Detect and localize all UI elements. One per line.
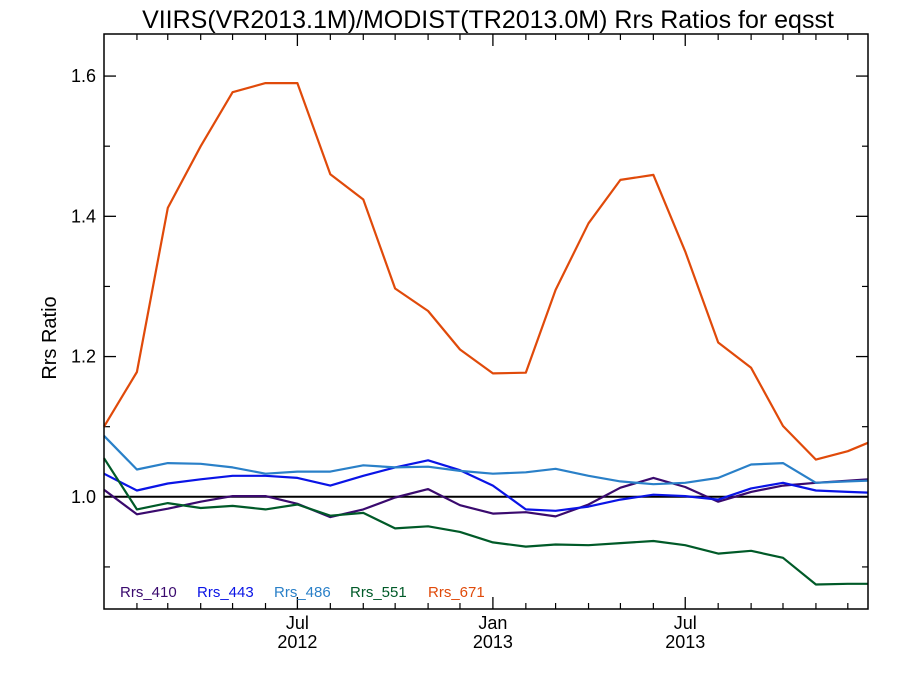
legend-entry-rrs-551: Rrs_551	[350, 584, 407, 601]
plot-frame	[103, 33, 869, 610]
x-tick-label: 2012	[277, 632, 317, 652]
y-tick-label: 1.6	[71, 66, 96, 86]
y-axis-label: Rrs Ratio	[39, 296, 61, 379]
axis-ticks	[104, 34, 868, 609]
chart-title: VIIRS(VR2013.1M)/MODIST(TR2013.0M) Rrs R…	[142, 6, 834, 34]
y-tick-label: 1.4	[71, 206, 96, 226]
y-tick-label: 1.0	[71, 487, 96, 507]
series-line-rrs-671	[103, 81, 869, 461]
x-tick-label: Jan	[478, 613, 507, 633]
series-line-rrs-551	[103, 457, 868, 586]
legend-entry-rrs-410: Rrs_410	[120, 584, 177, 601]
x-tick-label: 2013	[473, 632, 513, 652]
series-line-rrs-410	[103, 476, 869, 519]
series-lines	[103, 81, 869, 586]
y-tick-labels: 1.0 1.2 1.4 1.6	[71, 66, 96, 507]
series-line-rrs-486	[103, 435, 869, 486]
legend-entry-rrs-486: Rrs_486	[274, 584, 331, 601]
legend-entry-rrs-443: Rrs_443	[197, 584, 254, 601]
legend-entry-rrs-671: Rrs_671	[428, 584, 485, 601]
series-line-rrs-443	[103, 459, 869, 512]
y-tick-label: 1.2	[71, 347, 96, 367]
x-tick-label: Jul	[674, 613, 697, 633]
legend: Rrs_410 Rrs_443 Rrs_486 Rrs_551 Rrs_671	[120, 584, 485, 601]
x-tick-label: Jul	[286, 613, 309, 633]
x-tick-label: 2013	[665, 632, 705, 652]
